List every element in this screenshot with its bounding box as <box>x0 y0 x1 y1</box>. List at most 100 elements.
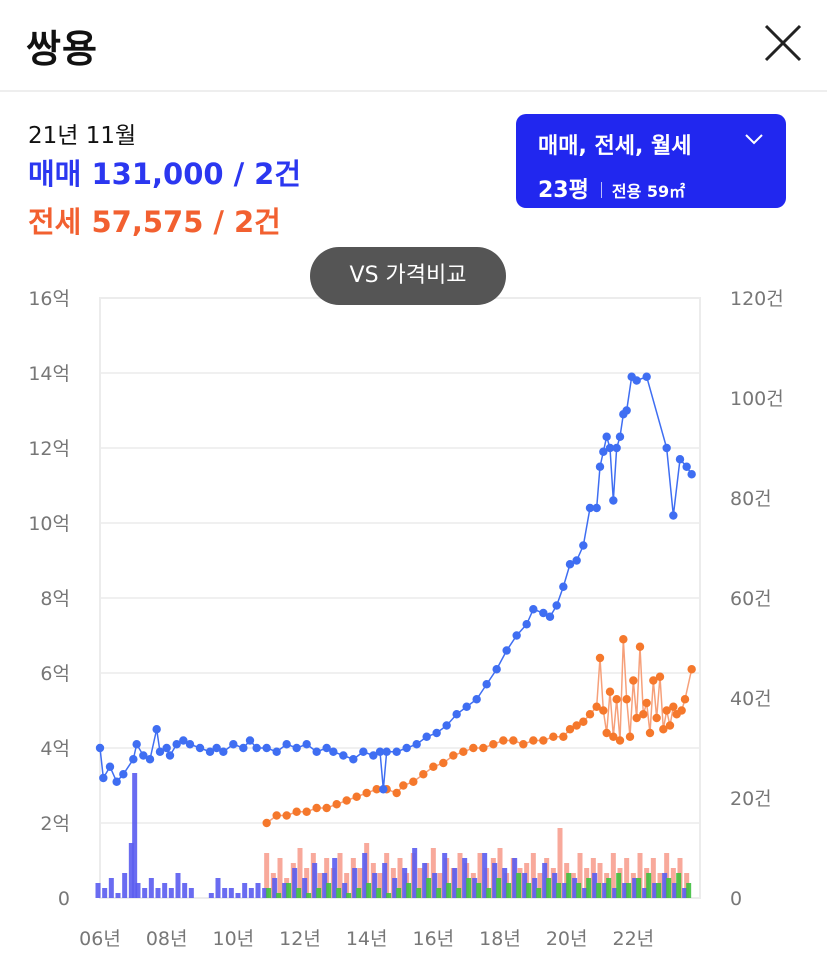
volume-bar <box>457 853 463 898</box>
volume-bar <box>262 888 268 898</box>
price_sale-point <box>339 751 348 760</box>
volume-bar <box>376 888 382 898</box>
volume-bar <box>322 873 328 898</box>
volume-bar <box>362 853 368 898</box>
volume-bar <box>650 858 656 898</box>
volume-bar <box>596 883 602 898</box>
volume-bar <box>392 878 398 898</box>
price_jeonse-point <box>352 792 361 801</box>
y-left-tick-label: 14억 <box>28 363 70 385</box>
volume-bar <box>446 883 452 898</box>
price_jeonse-point <box>629 676 638 685</box>
volume-bar <box>462 858 468 898</box>
vs-compare-button[interactable]: VS 가격비교 <box>310 247 506 305</box>
price_jeonse-point <box>655 672 665 681</box>
x-tick-label: 08년 <box>146 928 188 950</box>
price_sale-point <box>129 755 138 764</box>
volume-bar <box>626 883 632 898</box>
price_sale-point <box>482 680 491 689</box>
price_sale-point <box>139 751 148 760</box>
price_jeonse-point <box>599 706 608 715</box>
separator: / <box>233 157 245 191</box>
volume-bar <box>610 853 616 898</box>
x-tick-label: 22년 <box>612 928 654 950</box>
price_jeonse-point <box>665 721 675 730</box>
price_jeonse-point <box>449 751 458 760</box>
price_jeonse-point <box>592 702 601 711</box>
volume-bar <box>597 863 603 898</box>
price_jeonse-point <box>392 788 401 798</box>
divider <box>600 182 602 198</box>
volume-bar <box>175 873 181 898</box>
volume-bar <box>452 868 458 898</box>
price_sale-point <box>572 556 581 565</box>
volume-bar <box>436 888 442 898</box>
volume-bar <box>472 878 478 898</box>
volume-bar <box>292 868 298 898</box>
price_sale-point <box>172 740 181 749</box>
volume-bar <box>506 883 512 898</box>
volume-bar <box>108 878 114 898</box>
volume-bar <box>592 873 598 898</box>
price_jeonse-point <box>469 743 478 753</box>
price_jeonse-point <box>399 781 408 790</box>
jeonse-price: 57,575 <box>91 205 204 239</box>
volume-bar <box>386 893 392 898</box>
price_sale-point <box>105 762 115 771</box>
close-button[interactable] <box>760 20 806 66</box>
price_jeonse-point <box>639 710 648 719</box>
price_sale-point <box>529 605 538 614</box>
price_jeonse-point <box>529 736 538 745</box>
volume-bar <box>572 878 578 898</box>
volume-bar <box>656 883 662 898</box>
price_sale-point <box>452 710 461 719</box>
price_jeonse-point <box>687 665 696 674</box>
price_jeonse-point <box>632 713 641 723</box>
price_sale-point <box>622 406 631 415</box>
price_jeonse-point <box>622 695 631 704</box>
volume-bar <box>606 878 612 898</box>
volume-bar <box>182 883 188 898</box>
price_sale-point <box>602 432 611 441</box>
price_sale-point <box>375 747 385 756</box>
price_sale-point <box>595 462 605 471</box>
price_sale-point <box>322 743 331 753</box>
page-title: 쌍용 <box>26 27 98 71</box>
y-left-tick-label: 10억 <box>28 513 70 535</box>
volume-bar <box>162 883 168 898</box>
sale-price: 131,000 <box>91 157 224 191</box>
price_jeonse-point <box>649 676 658 685</box>
price_sale-point <box>262 743 271 753</box>
price_sale-point <box>682 462 691 471</box>
volume-bar <box>222 888 228 898</box>
volume-bar <box>235 893 241 898</box>
volume-bar <box>442 853 448 898</box>
price_sale-point <box>522 620 531 629</box>
volume-bar <box>266 888 272 898</box>
price_sale-point <box>669 511 678 520</box>
price_jeonse-point <box>332 800 341 809</box>
y-right-tick-label: 60건 <box>730 588 772 610</box>
volume-bar <box>672 883 678 898</box>
price_sale-point <box>302 740 311 749</box>
volume-bar <box>115 893 121 898</box>
price_jeonse-point <box>372 785 381 794</box>
trade-type-filter-button[interactable]: 매매, 전세, 월세 23평 전용 59㎡ <box>516 114 786 208</box>
volume-bar <box>416 888 422 898</box>
price_sale-point <box>272 747 281 756</box>
price_jeonse-point <box>282 811 291 820</box>
volume-bar <box>332 858 338 898</box>
volume-bar <box>382 863 388 898</box>
volume-bar <box>522 873 528 898</box>
jeonse-count: 2건 <box>234 205 281 239</box>
price_jeonse-point <box>539 736 548 745</box>
price_jeonse-point <box>635 642 645 651</box>
price_jeonse-point <box>619 635 628 644</box>
volume-bar <box>476 883 482 898</box>
volume-bar <box>282 883 288 898</box>
volume-bar <box>276 893 282 898</box>
price_jeonse-point <box>645 728 655 738</box>
price_sale-point <box>402 743 411 753</box>
price_sale-point <box>379 785 388 794</box>
volume-bar <box>286 883 292 898</box>
